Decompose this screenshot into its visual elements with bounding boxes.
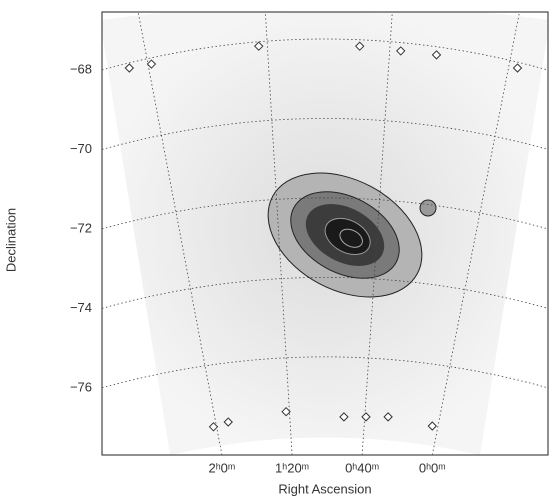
y-tick-label: −76	[70, 379, 92, 394]
grid-line	[101, 197, 549, 230]
grid-line	[101, 356, 549, 389]
y-tick-label: −68	[70, 61, 92, 76]
grid-line	[137, 11, 223, 456]
sky-image	[102, 12, 548, 455]
diamond-marker	[281, 406, 291, 417]
grid-line	[101, 276, 549, 309]
x-tick-label: 1ʰ20ᵐ	[275, 460, 309, 475]
diamond-marker	[254, 41, 264, 51]
diamond-marker	[396, 46, 406, 56]
x-tick-label: 0ʰ40ᵐ	[345, 460, 379, 475]
diamond-marker	[361, 412, 371, 422]
diamond-marker	[512, 63, 523, 73]
diamond-marker	[223, 417, 233, 427]
y-tick-label: −70	[70, 141, 92, 156]
diamond-marker	[383, 412, 393, 422]
diamond-marker	[124, 63, 135, 73]
diamond-marker	[339, 412, 349, 422]
x-tick-label: 2ʰ0ᵐ	[208, 460, 235, 475]
diamond-marker	[431, 50, 442, 60]
grid-line	[101, 38, 549, 71]
y-tick-label: −72	[70, 220, 92, 235]
grid-line	[431, 11, 520, 456]
y-tick-label: −74	[70, 300, 92, 315]
diamond-marker	[146, 59, 157, 69]
diamond-marker	[355, 41, 365, 51]
plot-frame	[101, 11, 549, 456]
x-tick-label: 0ʰ0ᵐ	[419, 460, 446, 475]
diamond-marker	[427, 421, 437, 431]
y-axis-title: Declination	[3, 208, 18, 272]
grid-line	[101, 118, 549, 150]
x-axis-title: Right Ascension	[278, 481, 371, 496]
diamond-marker	[208, 422, 219, 432]
